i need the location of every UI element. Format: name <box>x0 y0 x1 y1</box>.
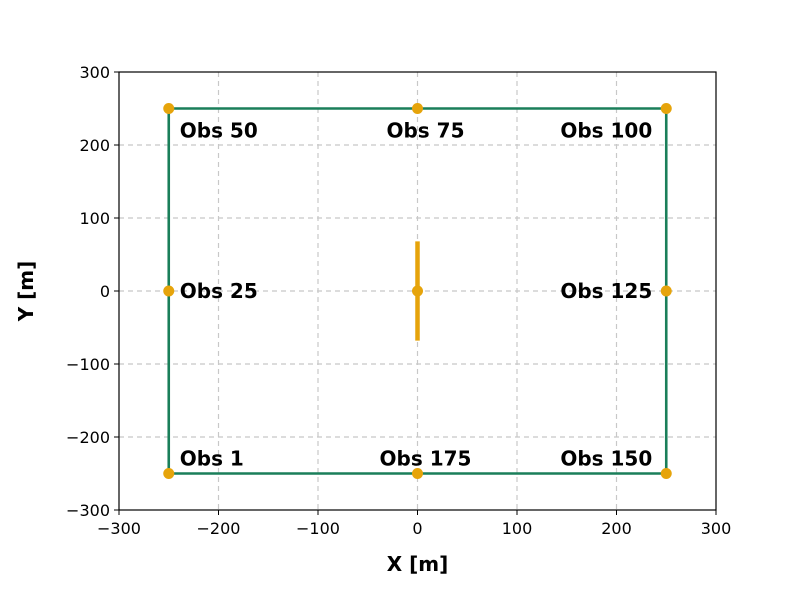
observer-point <box>660 468 672 479</box>
observer-label: Obs 25 <box>180 279 258 303</box>
y-tick-label: 100 <box>79 209 110 228</box>
observer-label: Obs 1 <box>180 447 244 471</box>
y-tick-label: 0 <box>100 282 110 301</box>
y-axis-label: Y [m] <box>14 261 38 323</box>
x-tick-label: 0 <box>412 519 422 538</box>
observer-point <box>163 285 175 297</box>
observer-point <box>660 103 672 114</box>
labels-layer: Obs 1 Obs 25 Obs 50 Obs 75 Obs 100 Obs 125 Obs… <box>180 119 653 471</box>
x-tick-label: −300 <box>97 519 141 538</box>
observer-point <box>660 285 672 297</box>
observer-label: Obs 150 <box>560 447 652 471</box>
x-axis-label: X [m] <box>387 552 449 576</box>
x-tick-label: −100 <box>296 519 340 538</box>
y-tick-label: −200 <box>66 428 110 447</box>
series-layer <box>163 103 672 479</box>
observer-point <box>163 103 175 114</box>
observer-label: Obs 125 <box>560 279 652 303</box>
observer-label: Obs 75 <box>386 119 464 143</box>
grid-layer <box>119 72 716 510</box>
x-tick-label: 100 <box>502 519 533 538</box>
ticks-layer: −300 −200 −100 0 100 200 300 −300 −200 −100 0 100 20… <box>66 63 731 538</box>
x-tick-label: −200 <box>197 519 241 538</box>
observer-label: Obs 175 <box>380 447 472 471</box>
x-tick-label: 200 <box>601 519 632 538</box>
observer-label: Obs 50 <box>180 119 258 143</box>
observer-point <box>163 468 175 479</box>
x-tick-label: 300 <box>701 519 732 538</box>
y-tick-label: 200 <box>79 136 110 155</box>
observer-point <box>412 103 423 114</box>
observer-label: Obs 100 <box>560 119 652 143</box>
y-tick-label: −100 <box>66 355 110 374</box>
source-point <box>412 285 423 297</box>
y-tick-label: 300 <box>79 63 110 82</box>
observer-point <box>412 468 423 479</box>
y-tick-label: −300 <box>66 501 110 520</box>
